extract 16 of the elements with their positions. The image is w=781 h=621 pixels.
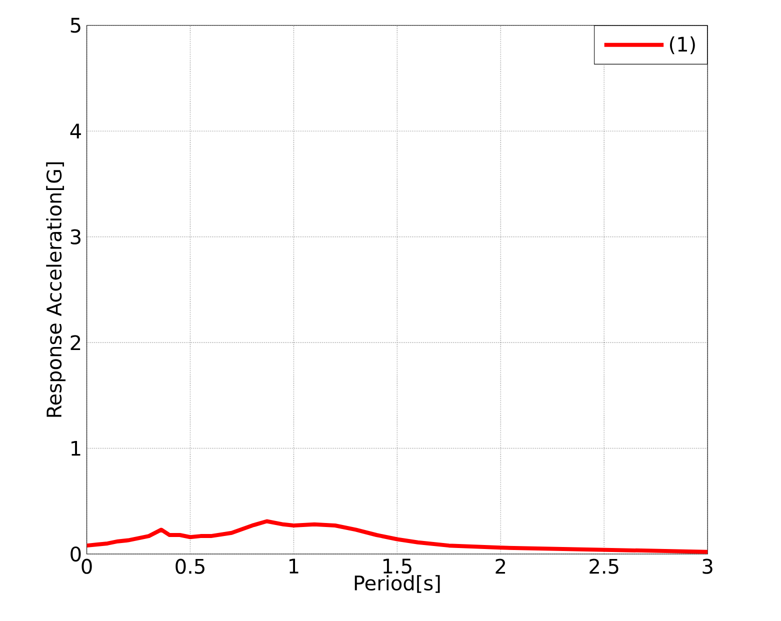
- y-tick-label: 2: [70, 335, 80, 350]
- x-tick-label: 0.5: [176, 558, 204, 574]
- y-tick-label: 0: [70, 546, 81, 562]
- y-tick-label: 5: [70, 18, 80, 33]
- y-tick-label: 3: [70, 229, 80, 245]
- x-tick-label: 3: [702, 558, 712, 574]
- x-tick-label: 0: [82, 558, 92, 574]
- y-tick-label: 1: [72, 441, 80, 456]
- x-tick-label: 2: [496, 558, 506, 574]
- x-tick-label: 2.5: [590, 558, 618, 574]
- x-tick-label: 1.5: [383, 558, 412, 574]
- legend-label: (1): [670, 36, 695, 54]
- x-axis-title: Period[s]: [354, 575, 440, 594]
- y-tick-label: 4: [70, 124, 81, 139]
- x-tick-label: 1: [290, 558, 298, 574]
- y-axis-title: Response Acceleration[G]: [46, 162, 66, 417]
